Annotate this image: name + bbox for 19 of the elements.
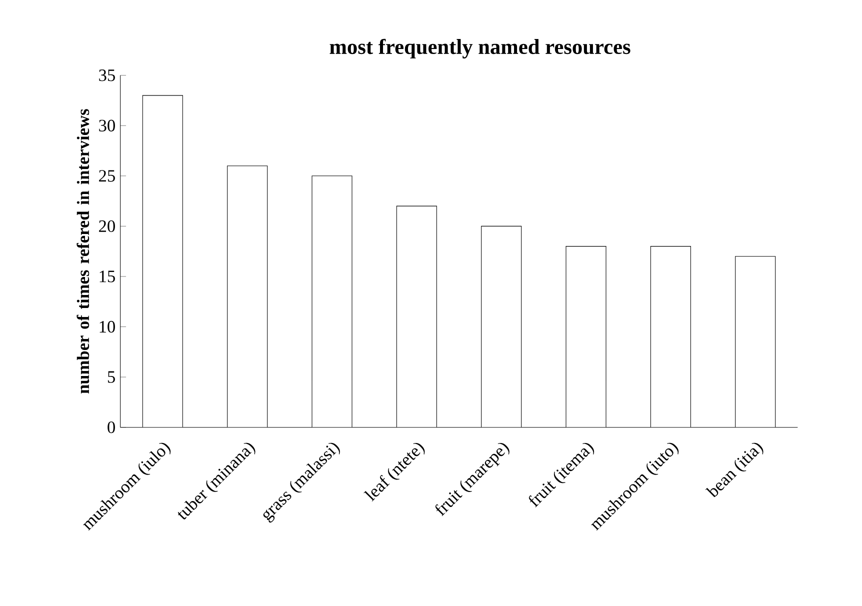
y-tick-label: 25 bbox=[99, 170, 115, 182]
y-tick-label: 10 bbox=[100, 320, 115, 333]
bar bbox=[312, 176, 352, 428]
bar bbox=[735, 256, 776, 428]
bar bbox=[650, 246, 691, 428]
y-tick-label: 30 bbox=[99, 120, 115, 132]
bar bbox=[566, 246, 606, 428]
chart-title: most frequently named resources bbox=[330, 38, 630, 58]
bar bbox=[396, 206, 437, 428]
y-tick-label: 35 bbox=[99, 70, 115, 82]
y-tick-label: 5 bbox=[108, 371, 115, 383]
y-axis-title: number of times refered in interviews bbox=[76, 109, 90, 394]
y-tick-label: 20 bbox=[99, 220, 115, 232]
y-tick-label: 0 bbox=[108, 421, 115, 434]
bar bbox=[481, 226, 522, 428]
x-tick-label: bean (itia) bbox=[705, 442, 764, 498]
bar bbox=[227, 166, 268, 428]
y-tick-label: 15 bbox=[100, 270, 115, 282]
bar bbox=[142, 95, 183, 428]
